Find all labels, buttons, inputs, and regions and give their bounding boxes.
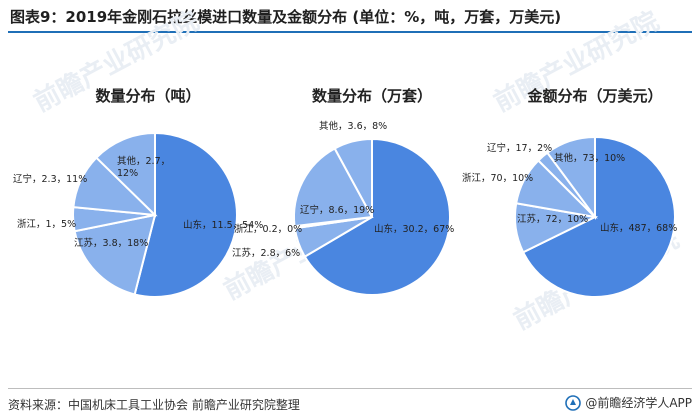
data-label-3-2: 江苏，72，10% bbox=[517, 213, 588, 225]
data-label-3-1: 山东，487，68% bbox=[600, 222, 677, 234]
data-label-line: 其他，2.7， bbox=[117, 155, 170, 167]
data-label-2-2: 江苏，2.8，6% bbox=[232, 247, 300, 259]
pie-slice-1-5 bbox=[94, 131, 156, 218]
data-label-3-4: 辽宁，17，2% bbox=[487, 142, 552, 154]
data-label-1-2: 江苏，3.8，18% bbox=[74, 237, 148, 249]
brand-logo-icon bbox=[565, 394, 582, 411]
data-label-1-3: 浙江，1，5% bbox=[17, 218, 76, 230]
brand-label: @前瞻经济学人APP bbox=[585, 396, 692, 410]
data-label-line: 12% bbox=[117, 168, 138, 179]
data-label-2-4: 辽宁，8.6，19% bbox=[300, 204, 374, 216]
data-label-2-5: 其他，3.6，8% bbox=[319, 120, 387, 132]
page-title: 图表9：2019年金刚石拉丝模进口数量及金额分布 (单位：%，吨，万套，万美元) bbox=[10, 8, 562, 26]
pie-slice-2-5 bbox=[333, 137, 373, 218]
data-label-1-5: 其他，2.7， 12% bbox=[117, 155, 170, 179]
data-label-1-1: 山东，11.5，54% bbox=[183, 219, 263, 231]
chart-title-3: 金额分布（万美元） bbox=[526, 87, 662, 105]
pie-charts: 前瞻产业研究院前瞻产业研究院前瞻产业研究院前瞻产业研究院数量分布（吨）山东，11… bbox=[13, 5, 684, 336]
chart-title-2: 数量分布（万套） bbox=[312, 87, 432, 105]
pie-slice-3-1 bbox=[521, 135, 677, 298]
data-label-3-3: 浙江，70，10% bbox=[462, 172, 533, 184]
pie-slice-2-1 bbox=[303, 137, 451, 296]
pie-slice-1-2 bbox=[73, 213, 157, 296]
pie-slice-2-4 bbox=[293, 147, 374, 228]
data-label-1-4: 辽宁，2.3，11% bbox=[13, 173, 87, 185]
title-divider bbox=[8, 31, 692, 33]
source-note: 资料来源：中国机床工具工业协会 前瞻产业研究院整理 bbox=[8, 398, 300, 412]
brand-credit: @前瞻经济学人APP bbox=[565, 394, 692, 411]
data-label-2-3: 浙江，0.2，0% bbox=[234, 223, 302, 235]
pie-slice-1-1 bbox=[133, 131, 238, 298]
footer-divider bbox=[8, 388, 692, 389]
data-label-2-1: 山东，30.2，67% bbox=[374, 223, 454, 235]
chart-title-1: 数量分布（吨） bbox=[95, 87, 200, 105]
pie-slice-3-5 bbox=[545, 135, 596, 221]
data-label-3-5: 其他，73，10% bbox=[554, 152, 625, 164]
